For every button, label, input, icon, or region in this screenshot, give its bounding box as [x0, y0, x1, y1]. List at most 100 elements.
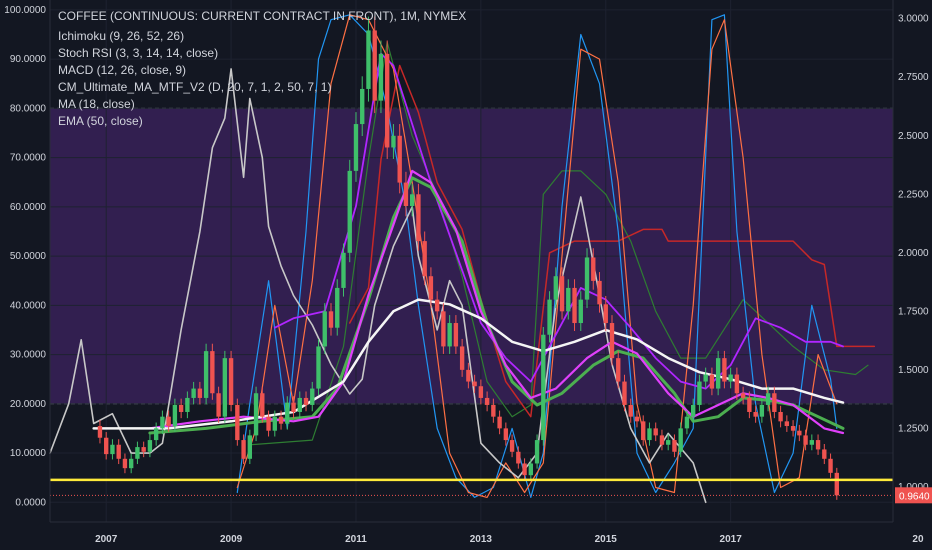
candle-down [291, 402, 296, 412]
candle-up [253, 393, 259, 436]
candle-up [809, 440, 815, 445]
candle-down [503, 428, 509, 441]
right-axis-tick-label: 2.0000 [898, 248, 929, 259]
candle-up [172, 404, 178, 427]
candle-up [578, 299, 583, 324]
candle-up [703, 374, 708, 382]
candle-down [434, 299, 440, 312]
candle-down [509, 440, 515, 452]
time-axis-tick-label: 2009 [220, 534, 243, 545]
legend-ichimoku[interactable]: Ichimoku (9, 26, 52, 26) [58, 29, 184, 43]
price-overlays [50, 478, 893, 496]
candle-up [715, 358, 721, 389]
candle-down [815, 440, 821, 450]
candle-up [553, 276, 558, 300]
left-axis-tick-label: 100.0000 [4, 5, 46, 16]
legend-stoch-rsi[interactable]: Stoch RSI (3, 3, 14, 14, close) [58, 46, 218, 60]
candle-down [784, 421, 790, 427]
time-axis-tick-label: 2015 [595, 534, 618, 545]
candle-down [472, 381, 477, 387]
candle-up [297, 397, 302, 412]
candle-down [740, 393, 746, 398]
candle-up [347, 170, 352, 253]
candle-down [828, 458, 833, 473]
candle-up [584, 257, 590, 300]
chart-title[interactable]: COFFEE (CONTINUOUS: CURRENT CONTRACT IN … [58, 9, 466, 23]
time-axis-tick-label: 20 [912, 534, 924, 545]
candle-down [834, 472, 839, 496]
time-axis-tick-label: 2011 [345, 534, 367, 545]
left-axis-tick-label: 70.0000 [10, 153, 47, 164]
candle-down [491, 404, 496, 417]
candle-down [597, 280, 602, 305]
candle-up [678, 428, 683, 452]
candle-down [428, 276, 434, 300]
candle-down [466, 369, 471, 382]
candle-down [104, 437, 109, 455]
candle-up [322, 311, 327, 347]
candle-down [453, 323, 459, 347]
legend-ma[interactable]: MA (18, close) [58, 97, 135, 111]
candle-up [153, 428, 159, 441]
candle-up [541, 334, 546, 441]
candle-down [166, 416, 171, 427]
candle-down [441, 311, 446, 347]
candle-down [790, 426, 796, 431]
candle-up [684, 416, 690, 429]
left-axis-tick-label: 50.0000 [10, 251, 47, 262]
candle-down [722, 358, 727, 382]
candle-down [403, 182, 409, 206]
candle-down [616, 358, 621, 382]
candle-up [335, 287, 340, 328]
right-axis-tick-label: 1.2500 [898, 423, 929, 434]
candle-down [260, 393, 265, 417]
candle-up [759, 404, 765, 417]
candle-up [391, 135, 396, 148]
candle-down [659, 435, 665, 445]
candle-down [228, 358, 234, 405]
candle-up [728, 374, 733, 382]
candle-down [216, 393, 221, 417]
candles [97, 16, 839, 500]
time-axis-tick-label: 2013 [470, 534, 493, 545]
candle-up [353, 124, 359, 171]
candle-down [772, 393, 777, 412]
right-axis-tick-label: 2.5000 [898, 131, 929, 142]
candle-up [222, 358, 228, 417]
candle-up [272, 416, 277, 431]
candle-down [178, 404, 184, 412]
last-price-tag: 0.9640 [895, 487, 932, 504]
candle-down [397, 135, 402, 183]
legend-macd[interactable]: MACD (12, 26, close, 9) [58, 63, 186, 77]
candle-up [366, 30, 371, 89]
candle-up [247, 435, 253, 459]
candle-down [778, 411, 783, 422]
candle-down [747, 397, 752, 412]
candle-up [547, 299, 552, 335]
candle-down [653, 428, 658, 436]
candle-down [328, 311, 334, 328]
candle-down [591, 257, 596, 281]
left-axis-tick-label: 40.0000 [10, 300, 47, 311]
left-axis-tick-label: 90.0000 [10, 54, 47, 65]
candle-down [459, 346, 465, 370]
legend-cm-ultimate-ma[interactable]: CM_Ultimate_MA_MTF_V2 (D, 20, 7, 1, 2, 5… [58, 80, 331, 94]
last-price-value: 0.9640 [899, 491, 930, 502]
candle-down [559, 276, 565, 312]
legend-ema[interactable]: EMA (50, close) [58, 114, 143, 128]
candle-down [709, 374, 715, 389]
left-price-axis[interactable]: 100.0000 90.0000 80.0000 70.0000 60.0000 50.0… [4, 0, 51, 522]
candle-down [641, 421, 646, 441]
candle-up [191, 388, 196, 398]
left-axis-tick-label: 10.0000 [10, 448, 47, 459]
candle-down [385, 53, 390, 148]
candle-down [672, 440, 677, 452]
candle-up [310, 388, 315, 405]
candle-down [622, 381, 627, 405]
candle-down [522, 463, 527, 476]
line-cloud-red-line [348, 64, 876, 418]
line-stoch-blue [236, 14, 838, 498]
time-axis[interactable]: 2007 2009 2011 2013 2015 2017 20 [50, 521, 924, 545]
candle-down [822, 449, 827, 459]
